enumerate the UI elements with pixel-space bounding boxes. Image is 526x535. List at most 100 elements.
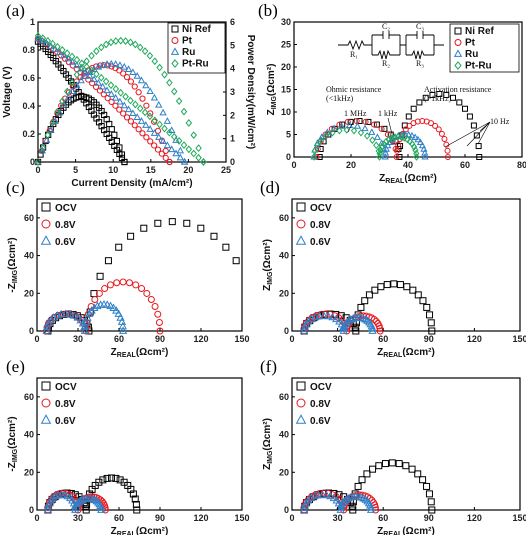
- panel-a-voltage-point: [94, 79, 103, 86]
- panel-c-point: [154, 310, 162, 318]
- panel-e-x-axis-label: ZREAL(Ωcm²): [111, 526, 169, 535]
- panel-a-voltage-point: [107, 81, 115, 90]
- panel-d-ylabel-unit: (Ωcm²): [262, 239, 273, 271]
- panel-a-power-point: [180, 107, 188, 116]
- panel-f-point: [366, 505, 376, 513]
- panel-f-legend: OCV 0.8V 0.6V: [295, 381, 332, 427]
- panel-a-power-point: [156, 63, 163, 72]
- panel-b-annotation-activation: Activation resistance: [424, 85, 492, 94]
- panel-d-ylabel-sub: IMG: [267, 271, 274, 285]
- panel-c-point: [210, 232, 218, 240]
- panel-a-voltage-point: [195, 153, 202, 162]
- panel-a-voltage-point: [49, 39, 56, 48]
- panel-b-point: [356, 118, 363, 124]
- panel-f-legend-marker: [296, 381, 306, 391]
- panel-a-power-point: [77, 76, 85, 84]
- panel-b-legend-marker: [453, 49, 463, 57]
- panel-a-y2tick-label: 0: [230, 157, 235, 167]
- panel-b-point: [413, 149, 420, 158]
- panel-f-xtick-label: 90: [424, 513, 434, 523]
- panel-d-point: [403, 283, 411, 291]
- panel-a-power-point: [121, 158, 128, 166]
- panel-b-point: [339, 121, 346, 128]
- panel-e-point: [92, 496, 101, 505]
- panel-b-point: [473, 132, 480, 139]
- panel-a-voltage-point: [166, 128, 173, 137]
- panel-c-point: [119, 278, 127, 286]
- panel-a-voltage-point: [112, 85, 120, 93]
- panel-c-xlabel-main: Z: [111, 347, 117, 358]
- panel-b-xtick-label: 0: [291, 160, 296, 170]
- panel-d-point: [339, 326, 348, 334]
- panel-b-point: [378, 125, 385, 132]
- panel-f-y-axis-label: ZIMG(Ωcm²): [262, 418, 274, 470]
- panel-d-ytick-label: 20: [279, 288, 289, 298]
- panel-a-power-point: [166, 158, 173, 166]
- panel-b-chart: 0 20 40 60 80051015202530ZREAL(Ωcm²)ZIMG(Ωcm…: [266, 17, 526, 185]
- panel-a-voltage-point: [68, 57, 77, 65]
- panel-a-voltage-point: [61, 55, 69, 62]
- panel-b-annotation-activation-freq: (>1kHz): [424, 94, 452, 103]
- panel-b-point: [350, 126, 358, 135]
- panel-c-point: [118, 326, 128, 334]
- panel-e-xlabel-unit: (Ωcm²): [136, 526, 168, 535]
- panel-c-point: [112, 306, 121, 314]
- panel-b-ytick-label: 30: [281, 17, 291, 27]
- panel-a-voltage-point: [127, 118, 134, 125]
- panel-c-legend-marker: [40, 235, 52, 245]
- panel-d-ytick-label: 60: [279, 213, 289, 223]
- panel-b-xlabel-sub: REAL: [385, 178, 405, 185]
- panel-a-power-point: [44, 131, 51, 140]
- panel-c-series-ocv: [44, 218, 240, 335]
- panel-a-voltage-point: [60, 51, 68, 59]
- panel-e-xtick-label: 90: [155, 513, 165, 523]
- panel-a-voltage-point: [129, 109, 137, 117]
- panel-c-point: [80, 326, 89, 334]
- panel-c-point: [140, 224, 148, 232]
- panel-a-power-point: [107, 38, 115, 47]
- panel-b-point: [338, 122, 346, 129]
- panel-a-power-point: [112, 37, 120, 45]
- panel-e-point: [133, 506, 141, 514]
- panel-b-point: [418, 141, 427, 149]
- panel-b-circuit-label-c3: C₃: [416, 22, 424, 31]
- panel-a-power-point: [150, 93, 159, 101]
- panel-a-voltage-point: [116, 97, 124, 105]
- panel-c-xlabel-sub: REAL: [117, 352, 137, 359]
- panel-f-point: [395, 460, 403, 468]
- panel-f-point: [388, 459, 396, 467]
- panel-a-power-point: [166, 78, 173, 87]
- panel-e-point: [90, 495, 99, 504]
- panel-a-power-point: [143, 102, 150, 109]
- panel-a-power-point: [122, 37, 129, 45]
- panel-b-ytick-label: 10: [281, 107, 291, 117]
- panel-b-point: [381, 149, 390, 156]
- panel-b-point: [317, 136, 325, 144]
- panel-c-point: [132, 281, 140, 289]
- panel-e-ytick-label: 0: [29, 505, 34, 515]
- panel-f-point: [348, 502, 356, 510]
- panel-a-y2tick-label: 4: [230, 64, 235, 74]
- panel-e-xtick-label: 120: [193, 513, 208, 523]
- panel-e-legend-label: 0.8V: [55, 399, 76, 410]
- panel-a-voltage-point: [108, 98, 115, 105]
- panel-b-point: [318, 133, 326, 140]
- panel-a-power-point: [133, 72, 141, 79]
- panel-a-voltage-point: [167, 145, 176, 153]
- panel-e-xlabel-main: Z: [111, 526, 117, 535]
- panel-a-power-point: [78, 63, 86, 72]
- panel-c-point: [113, 279, 121, 287]
- panel-a-voltage-point: [54, 42, 61, 51]
- panel-a-power-point: [136, 43, 144, 52]
- panel-d-point: [328, 312, 337, 321]
- panel-a-voltage-point: [137, 117, 146, 124]
- panel-c-point: [42, 326, 51, 334]
- panel-a-voltage-point: [65, 59, 73, 66]
- panel-b-point: [443, 91, 450, 98]
- panel-e-point: [51, 491, 60, 500]
- panel-a-power-point: [147, 110, 154, 117]
- panel-a-y2tick-label: 5: [230, 40, 235, 50]
- panel-b-xlabel-main: Z: [379, 173, 385, 184]
- panel-b-point: [412, 146, 419, 154]
